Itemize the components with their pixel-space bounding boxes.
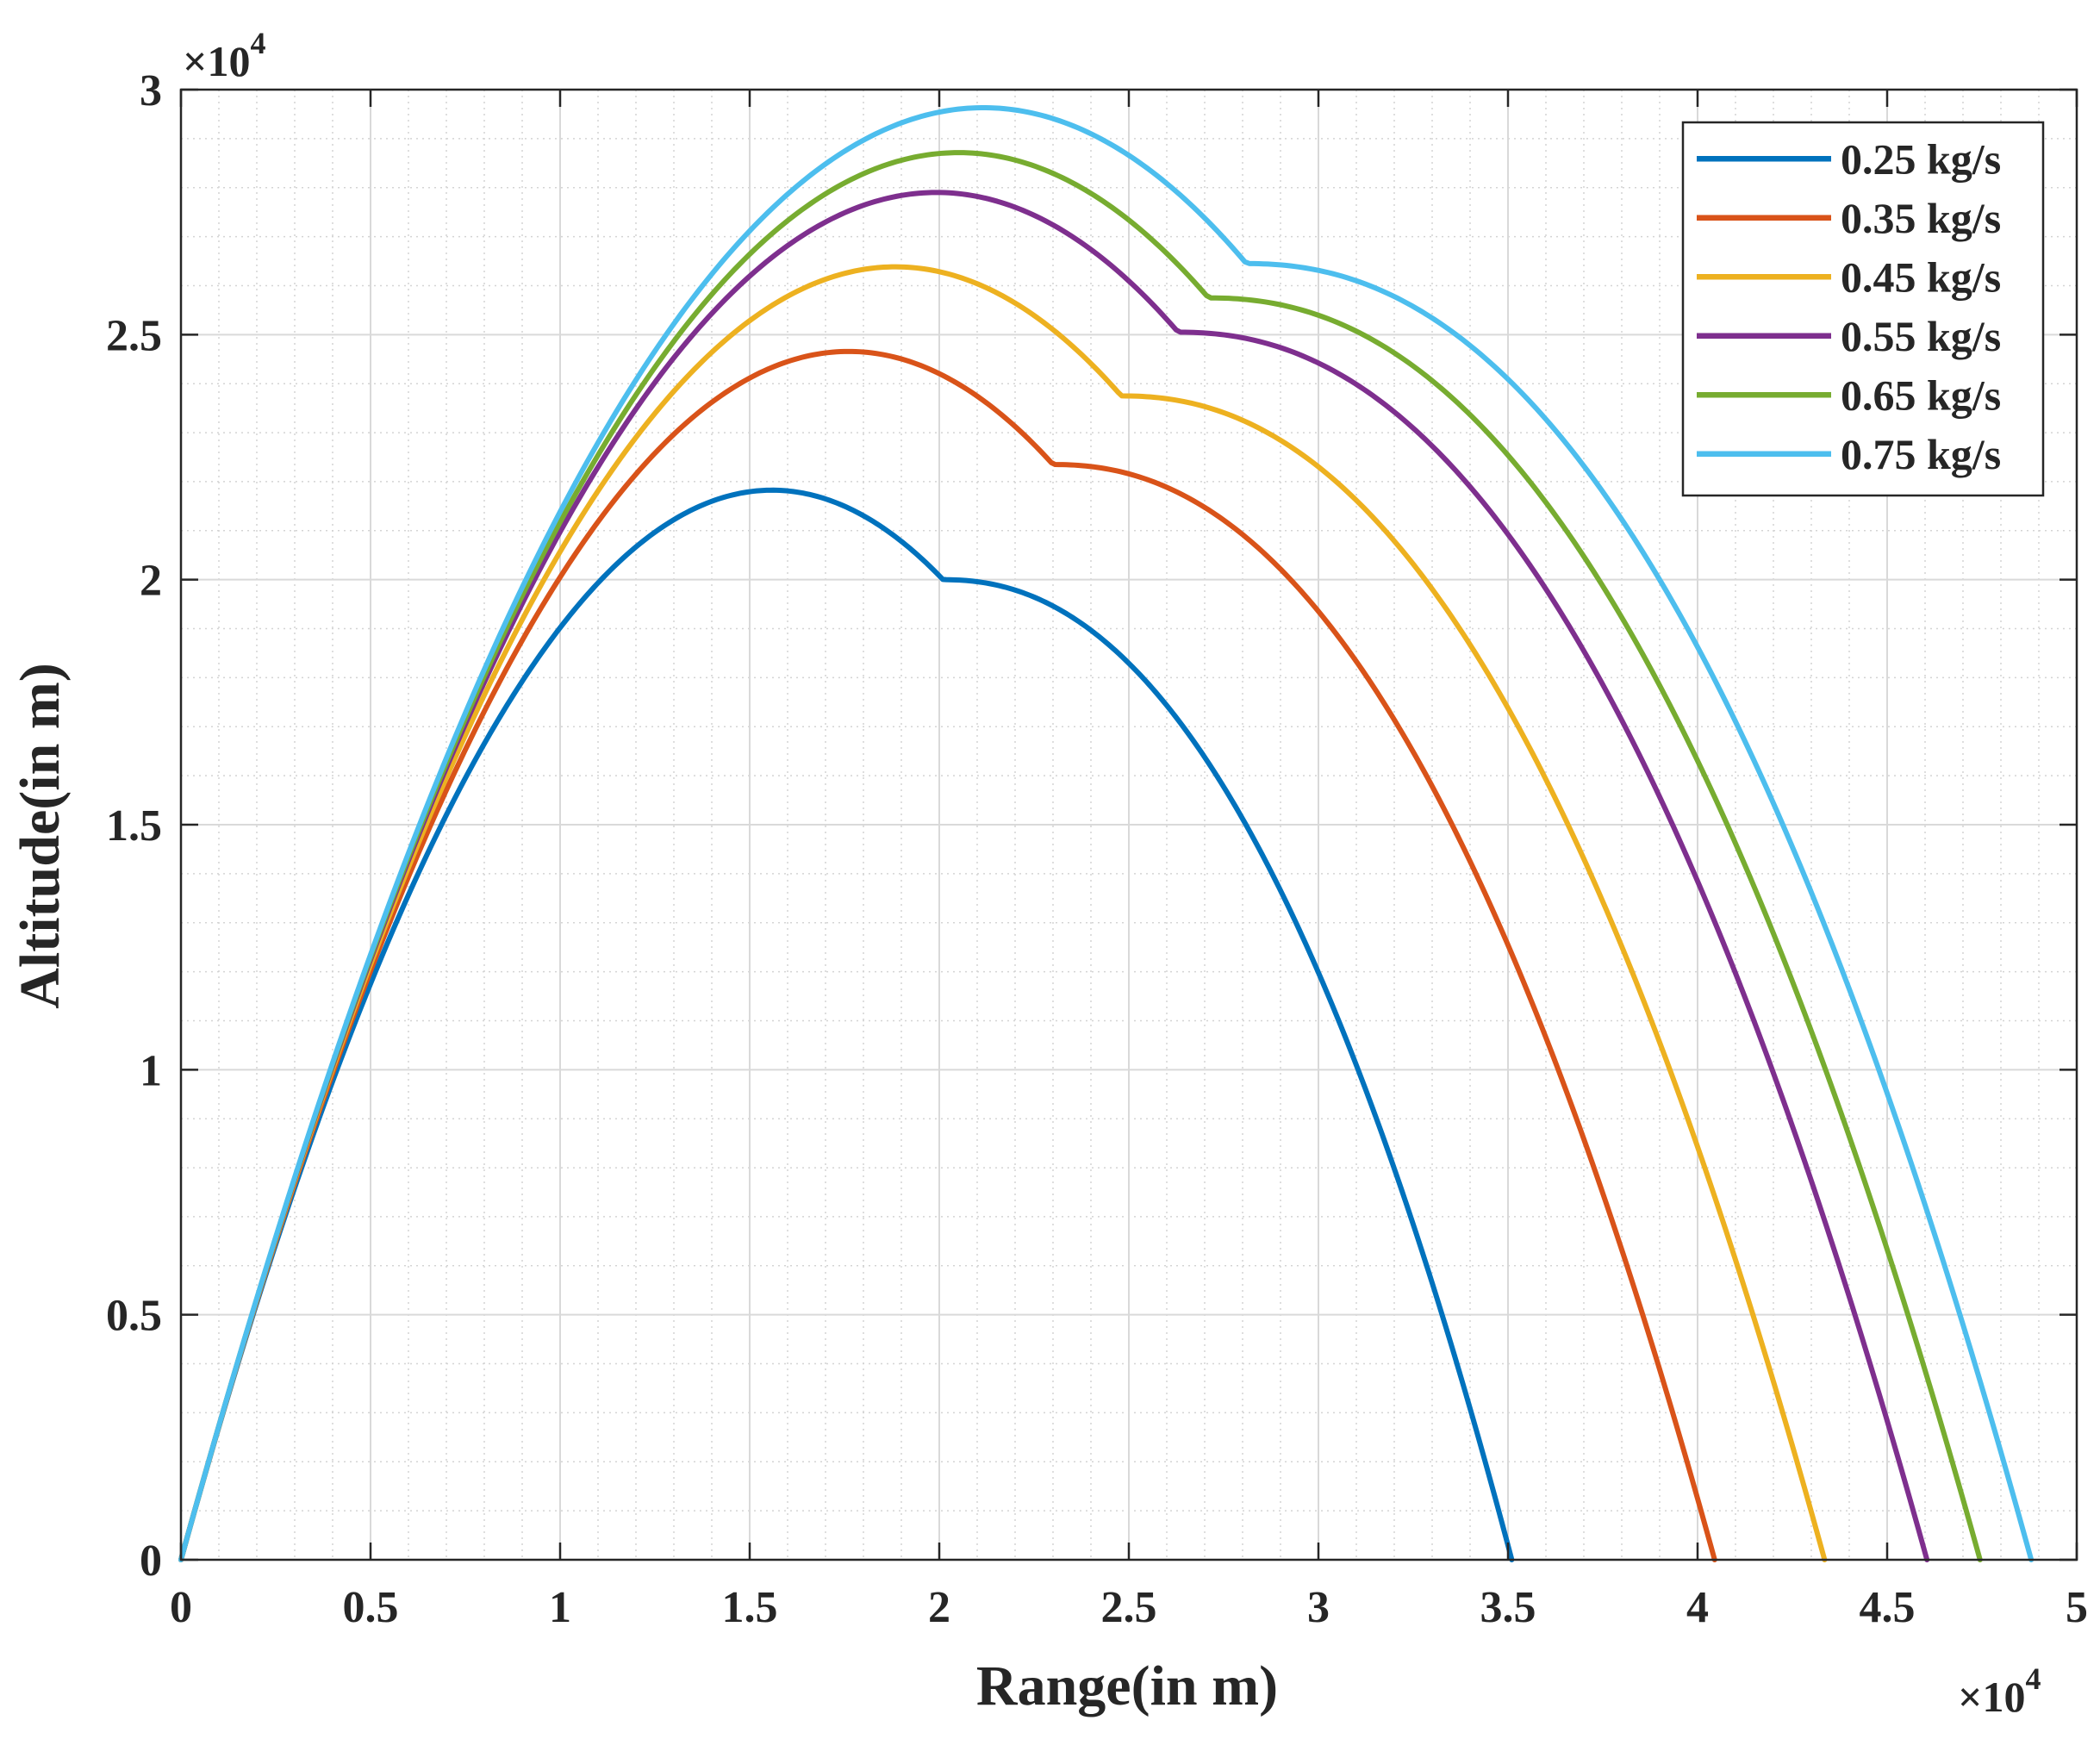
legend-box (1681, 121, 2045, 497)
y-exponent-label: ×104 (183, 26, 266, 85)
x-tick-label: 2.5 (1101, 1583, 1157, 1632)
series-line-5 (178, 150, 1983, 1562)
x-axis-label: Range(in m) (976, 1655, 1278, 1717)
x-tick-label: 3 (1307, 1583, 1330, 1632)
series-layer (178, 104, 2035, 1562)
legend: 0.25 kg/s 0.35 kg/s 0.45 kg/s 0.55 kg/s 0.65… (1681, 121, 2045, 497)
y-exponent-power: 4 (251, 26, 266, 60)
x-tick-label: 1 (549, 1583, 571, 1632)
tick-layer: 0 0.5 1 1.5 2 2.5 3 3.5 4 4.5 5 0 0.5 1 1.5 2 2.5 3 (106, 66, 2088, 1632)
legend-label: 0.75 kg/s (1841, 430, 2001, 478)
y-tick-label: 1.5 (106, 801, 162, 851)
x-exponent-base: ×10 (1958, 1673, 2026, 1721)
x-exponent-power: 4 (2026, 1661, 2041, 1696)
series-line-4 (178, 190, 1930, 1562)
legend-label: 0.45 kg/s (1841, 252, 2001, 301)
legend-label: 0.25 kg/s (1841, 134, 2001, 183)
legend-label: 0.65 kg/s (1841, 371, 2001, 419)
x-tick-label: 0 (170, 1583, 192, 1632)
y-tick-label: 0.5 (106, 1292, 162, 1341)
y-axis-label: Altitude(in m) (9, 663, 72, 1008)
x-tick-label: 2 (928, 1583, 950, 1632)
series-line-1 (178, 487, 1515, 1562)
x-exponent-label: ×104 (1958, 1661, 2041, 1721)
x-tick-label: 5 (2066, 1583, 2088, 1632)
y-tick-label: 2 (140, 557, 162, 606)
y-exponent-base: ×10 (183, 37, 251, 85)
x-tick-label: 0.5 (343, 1583, 399, 1632)
x-tick-label: 4 (1686, 1583, 1709, 1632)
x-tick-label: 3.5 (1480, 1583, 1536, 1632)
series-line-2 (178, 348, 1717, 1562)
y-tick-label: 2.5 (106, 311, 162, 360)
legend-label: 0.35 kg/s (1841, 194, 2001, 242)
x-tick-label: 1.5 (722, 1583, 778, 1632)
series-line-3 (178, 264, 1828, 1562)
x-tick-label: 4.5 (1860, 1583, 1916, 1632)
legend-label: 0.55 kg/s (1841, 312, 2001, 360)
y-tick-label: 1 (140, 1046, 162, 1095)
y-tick-label: 0 (140, 1536, 162, 1586)
y-tick-label: 3 (140, 66, 162, 115)
series-line-6 (178, 104, 2035, 1562)
